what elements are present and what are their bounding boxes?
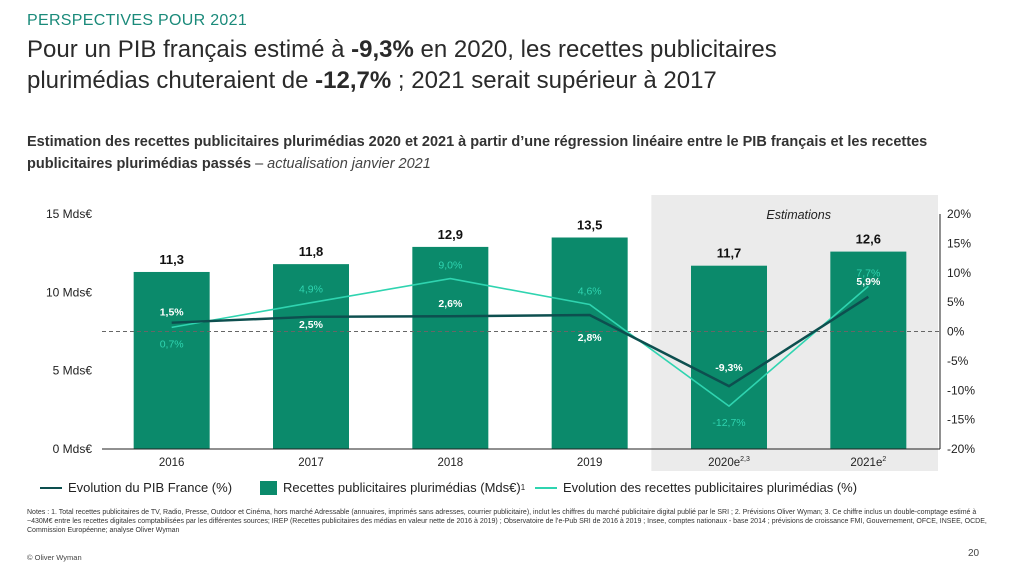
right-tick-label: 0% xyxy=(947,325,965,339)
pib-pct-label: 2,8% xyxy=(578,332,603,344)
legend-line-dark-icon xyxy=(40,486,62,489)
section-kicker: PERSPECTIVES POUR 2021 xyxy=(27,12,248,29)
legend-footnote: 1 xyxy=(520,483,526,492)
right-tick-label: -5% xyxy=(947,354,969,368)
right-tick-label: -20% xyxy=(947,442,975,456)
subtitle-dash: – xyxy=(251,156,268,172)
bar xyxy=(691,265,767,449)
title-text: plurimédias chuteraient de xyxy=(27,67,316,94)
title-highlight-pib: -9,3% xyxy=(351,36,414,63)
series-line-pib xyxy=(171,295,870,388)
title-highlight-recettes: -12,7% xyxy=(315,67,392,94)
x-tick-label: 2019 xyxy=(577,457,603,469)
recettes-pct-label: 7,7% xyxy=(856,267,880,279)
chart-legend: Evolution du PIB France (%) Recettes pub… xyxy=(40,478,1000,500)
right-tick-label: 20% xyxy=(947,207,971,221)
series-line-recettes xyxy=(171,277,869,408)
left-tick-label: 15 Mds€ xyxy=(46,207,92,221)
recettes-pct-label: 4,9% xyxy=(299,284,323,296)
bar xyxy=(412,246,489,449)
right-tick-label: -10% xyxy=(947,383,975,397)
left-tick-label: 10 Mds€ xyxy=(46,285,92,299)
subtitle-main: Estimation des recettes publicitaires pl… xyxy=(27,134,928,172)
bar xyxy=(551,237,628,449)
pib-pct-label: -9,3% xyxy=(715,362,743,374)
x-tick-label: 2021e2 xyxy=(850,456,886,469)
x-tick-label: 2018 xyxy=(438,457,464,469)
bar xyxy=(273,264,349,449)
left-tick-label: 0 Mds€ xyxy=(53,442,93,456)
legend-label: Evolution du PIB France (%) xyxy=(68,480,233,495)
right-tick-label: -15% xyxy=(947,413,975,427)
x-tick-superscript: 2 xyxy=(882,456,886,463)
bar-value-label: 13,5 xyxy=(577,218,602,233)
combo-chart: Estimations 0 Mds€ 5 Mds€ 10 Mds€ 15 Mds€ -20… xyxy=(46,195,975,471)
bar-value-label: 12,9 xyxy=(438,227,463,242)
legend-item-bars: Recettes publicitaires plurimédias (Mds€… xyxy=(260,480,525,495)
recettes-pct-label: 9,0% xyxy=(438,260,462,272)
page-title: Pour un PIB français estimé à -9,3% en 2… xyxy=(27,34,927,96)
x-tick-label: 2017 xyxy=(298,457,324,469)
recettes-pct-label: 4,6% xyxy=(578,285,602,297)
x-tick-label: 2020e2,3 xyxy=(708,456,750,469)
title-text: Pour un PIB français estimé à xyxy=(27,36,352,63)
bar-value-label: 11,8 xyxy=(299,244,324,259)
x-tick-superscript: 2,3 xyxy=(740,456,750,463)
title-text: en 2020, les recettes publicitaires xyxy=(413,36,777,63)
copyright: © Oliver Wyman xyxy=(27,553,82,562)
pib-pct-label: 5,9% xyxy=(856,276,881,288)
title-text: ; 2021 serait supérieur à 2017 xyxy=(391,67,717,94)
pib-pct-label: 1,5% xyxy=(160,307,185,319)
pib-pct-label: 2,6% xyxy=(438,298,463,310)
legend-label: Evolution des recettes publicitaires plu… xyxy=(563,480,858,495)
legend-line-light-icon xyxy=(535,486,557,489)
legend-item-rec: Evolution des recettes publicitaires plu… xyxy=(535,480,857,495)
recettes-pct-label: -12,7% xyxy=(712,417,745,429)
x-tick-label: 2016 xyxy=(159,457,185,469)
right-tick-label: 15% xyxy=(947,236,971,250)
bar-value-label: 11,3 xyxy=(159,252,184,267)
legend-label: Recettes publicitaires plurimédias (Mds€… xyxy=(283,480,521,495)
recettes-pct-label: 0,7% xyxy=(160,338,184,350)
subtitle-update: actualisation janvier 2021 xyxy=(267,156,431,172)
pib-pct-label: 2,5% xyxy=(299,319,324,331)
legend-bar-swatch-icon xyxy=(260,480,277,495)
footnotes: Notes : 1. Total recettes publicitaires … xyxy=(27,509,987,534)
bar-value-label: 12,6 xyxy=(856,232,881,247)
bar xyxy=(830,251,907,449)
bar xyxy=(133,271,210,449)
page-number: 20 xyxy=(968,548,980,559)
chart-subtitle: Estimation des recettes publicitaires pl… xyxy=(27,131,997,175)
right-tick-label: 10% xyxy=(947,266,971,280)
bar-value-label: 11,7 xyxy=(717,246,742,261)
right-tick-label: 5% xyxy=(947,295,965,309)
left-tick-label: 5 Mds€ xyxy=(53,364,93,378)
shade-label: Estimations xyxy=(766,208,831,222)
legend-item-pib: Evolution du PIB France (%) xyxy=(40,480,232,495)
